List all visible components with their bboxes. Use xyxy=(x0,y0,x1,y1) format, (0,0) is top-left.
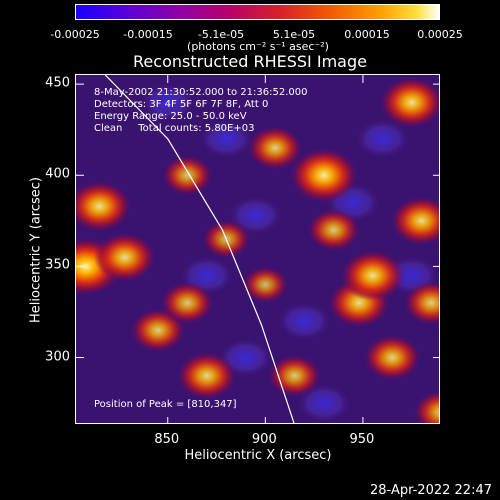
colorbar-unit: (photons cm⁻² s⁻¹ asec⁻²) xyxy=(187,40,329,53)
hot-spot xyxy=(380,77,439,128)
x-tick-label: 900 xyxy=(251,432,277,447)
hot-spot xyxy=(307,209,360,251)
timestamp: 28-Apr-2022 22:47 xyxy=(370,483,492,498)
hot-spot xyxy=(177,352,237,400)
hot-spot xyxy=(247,126,303,170)
hot-spot xyxy=(363,334,421,381)
y-tick-label: 350 xyxy=(45,257,70,273)
hot-spot xyxy=(94,232,156,282)
x-axis-label: Heliocentric X (arcsec) xyxy=(184,448,332,463)
hot-spot xyxy=(390,196,439,246)
hot-spot xyxy=(413,390,439,423)
annotation-detectors: Detectors: 3F 4F 5F 6F 7F 8F, Att 0 xyxy=(94,99,269,110)
colorbar-tick-label: 0.00025 xyxy=(417,28,463,41)
y-tick-label: 300 xyxy=(45,349,70,365)
hot-spot xyxy=(161,281,214,324)
hot-spot xyxy=(162,155,213,196)
y-tick-label: 450 xyxy=(45,75,70,91)
hot-spot xyxy=(268,354,321,397)
annotation-time-range: 8-May-2002 21:30:52.000 to 21:36:52.000 xyxy=(94,87,308,98)
hot-spot xyxy=(290,148,358,203)
y-axis-label: Heliocentric Y (arcsec) xyxy=(28,177,44,323)
annotation-peak-position: Position of Peak = [810,347] xyxy=(94,399,237,410)
cold-region xyxy=(295,383,352,423)
cold-region xyxy=(198,118,255,159)
solar-limb-line xyxy=(104,75,295,423)
hot-spot xyxy=(76,180,132,232)
y-tick-label: 400 xyxy=(45,166,70,182)
colorbar xyxy=(75,4,440,20)
colorbar-tick-label: -0.00025 xyxy=(50,28,100,41)
hot-spot xyxy=(242,266,289,303)
x-tick-label: 950 xyxy=(349,432,375,447)
hot-spot xyxy=(404,281,439,325)
colorbar-tick-label: -5.1e-05 xyxy=(197,28,245,41)
colorbar-tick-label: -0.00015 xyxy=(123,28,173,41)
annotation-total-counts: Clean Total counts: 5.80E+03 xyxy=(94,123,255,134)
x-tick-label: 850 xyxy=(154,432,180,447)
colorbar-tick-label: 0.00015 xyxy=(344,28,390,41)
plot-area: 8-May-2002 21:30:52.000 to 21:36:52.000 … xyxy=(75,74,440,424)
chart-title: Reconstructed RHESSI Image xyxy=(133,52,367,71)
colorbar-tick-label: 5.1e-05 xyxy=(272,28,316,41)
hot-spot xyxy=(341,250,405,301)
heatmap-image xyxy=(76,75,439,423)
annotation-energy-range: Energy Range: 25.0 - 50.0 keV xyxy=(94,111,247,122)
cold-region xyxy=(276,301,333,342)
cold-region xyxy=(354,118,411,159)
cold-region xyxy=(139,82,196,123)
